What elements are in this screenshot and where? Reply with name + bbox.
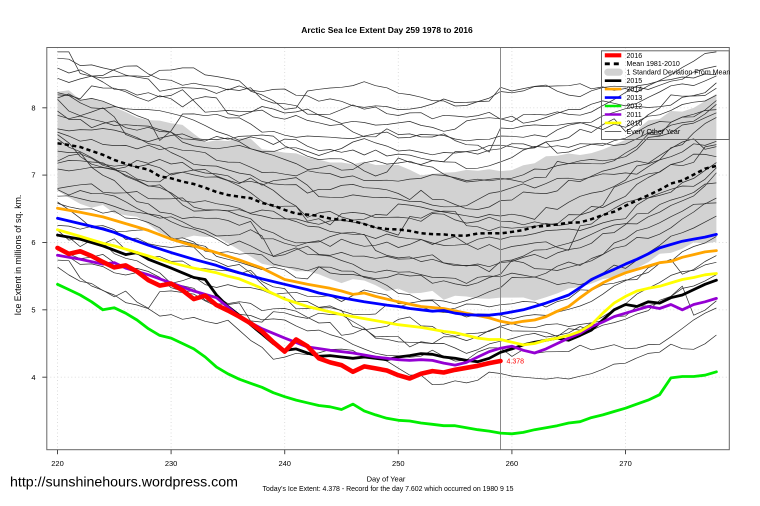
svg-text:Arctic Sea Ice Extent Day 259: Arctic Sea Ice Extent Day 259 1978 to 20… [301, 25, 473, 35]
svg-text:Ice Extent in millions of sq.: Ice Extent in millions of sq. km. [13, 195, 23, 316]
svg-text:1 Standard Deviation From Mean: 1 Standard Deviation From Mean [627, 70, 731, 77]
svg-text:2014: 2014 [627, 87, 643, 94]
svg-text:2011: 2011 [627, 112, 642, 119]
svg-text:2010: 2010 [627, 120, 643, 127]
svg-text:260: 260 [506, 459, 519, 468]
svg-text:Today’s Ice Extent: 4.378 - R: Today’s Ice Extent: 4.378 - Record for t… [263, 486, 514, 493]
svg-text:250: 250 [392, 459, 405, 468]
svg-text:8: 8 [31, 103, 35, 112]
svg-text:7: 7 [31, 171, 35, 180]
svg-text:220: 220 [51, 459, 64, 468]
svg-text:4.378: 4.378 [507, 358, 525, 365]
svg-text:4: 4 [31, 373, 35, 382]
svg-text:2012: 2012 [627, 104, 643, 111]
svg-text:2013: 2013 [627, 95, 643, 102]
svg-text:Day of Year: Day of Year [367, 475, 406, 484]
svg-text:240: 240 [278, 459, 291, 468]
svg-text:270: 270 [619, 459, 632, 468]
svg-text:230: 230 [165, 459, 178, 468]
svg-text:Every Other Year: Every Other Year [627, 129, 681, 136]
svg-text:Mean 1981-2010: Mean 1981-2010 [627, 61, 680, 68]
svg-text:2015: 2015 [627, 78, 643, 85]
svg-text:2016: 2016 [627, 53, 643, 60]
svg-text:6: 6 [31, 238, 35, 247]
svg-text:http://sunshinehours.wordpress: http://sunshinehours.wordpress.com [10, 475, 238, 491]
svg-text:5: 5 [31, 305, 35, 314]
